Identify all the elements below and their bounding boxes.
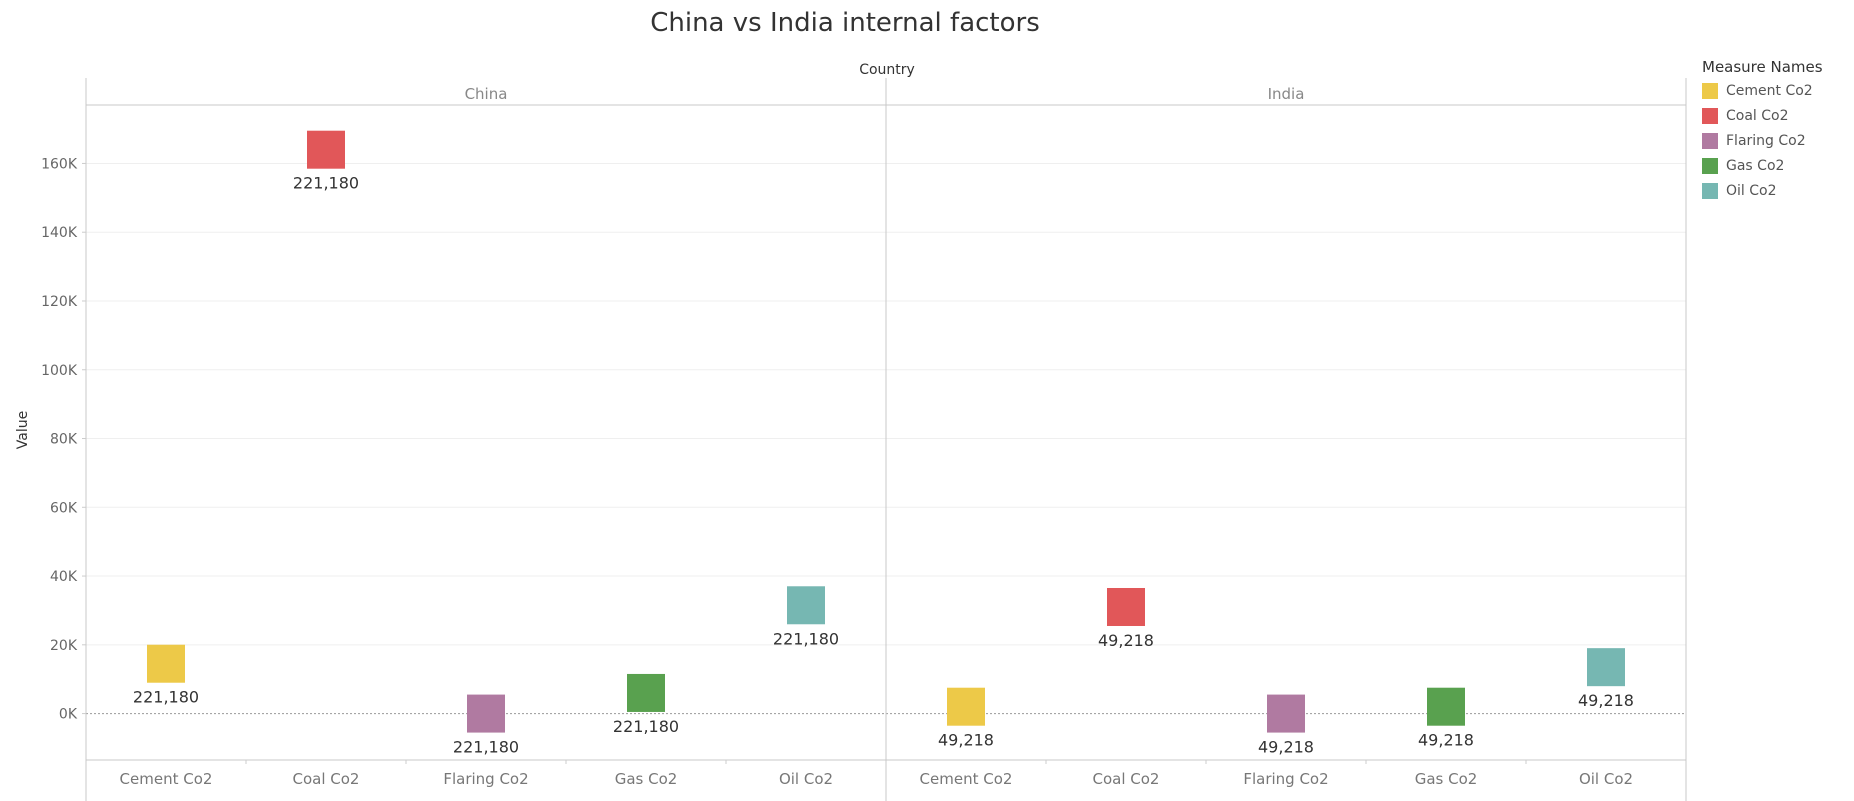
mark-china-cement-co2[interactable] bbox=[147, 644, 185, 683]
data-label: 221,180 bbox=[133, 688, 199, 707]
legend-swatch bbox=[1702, 157, 1718, 174]
x-tick-label: Flaring Co2 bbox=[443, 770, 528, 788]
mark-china-gas-co2[interactable] bbox=[627, 673, 665, 712]
data-label: 221,180 bbox=[453, 738, 519, 757]
legend-swatch bbox=[1702, 82, 1718, 99]
x-tick-label: Coal Co2 bbox=[1093, 770, 1160, 788]
legend-item-flaring-co2[interactable]: Flaring Co2 bbox=[1702, 128, 1823, 153]
legend-item-cement-co2[interactable]: Cement Co2 bbox=[1702, 78, 1823, 103]
y-tick-label: 80K bbox=[50, 432, 78, 448]
data-label: 49,218 bbox=[1098, 631, 1154, 650]
column-header: Country bbox=[859, 62, 915, 78]
legend-swatch bbox=[1702, 182, 1718, 199]
legend-item-oil-co2[interactable]: Oil Co2 bbox=[1702, 178, 1823, 203]
legend-label: Oil Co2 bbox=[1726, 182, 1777, 199]
mark-india-gas-co2[interactable] bbox=[1427, 687, 1465, 726]
legend: Measure Names Cement Co2 Coal Co2 Flaring … bbox=[1702, 58, 1823, 203]
panel-header-china: China bbox=[465, 85, 508, 103]
data-label: 49,218 bbox=[1578, 691, 1634, 710]
y-tick-label: 100K bbox=[41, 363, 78, 379]
x-tick-label: Oil Co2 bbox=[779, 770, 833, 788]
legend-label: Flaring Co2 bbox=[1726, 132, 1806, 149]
y-tick-label: 0K bbox=[59, 707, 78, 723]
mark-india-coal-co2[interactable] bbox=[1107, 587, 1145, 626]
chart-plot: Country Value 0K 20K 40K 60K 80K 100K 120K 140K… bbox=[15, 62, 1687, 801]
data-label: 221,180 bbox=[613, 717, 679, 736]
data-label: 49,218 bbox=[1258, 738, 1314, 757]
mark-china-oil-co2[interactable] bbox=[787, 586, 825, 625]
y-tick-label: 60K bbox=[50, 500, 78, 516]
legend-label: Cement Co2 bbox=[1726, 82, 1813, 99]
y-tick-label: 120K bbox=[41, 294, 78, 310]
y-tick-label: 20K bbox=[50, 638, 78, 654]
x-tick-label: Cement Co2 bbox=[920, 770, 1013, 788]
y-axis-label: Value bbox=[15, 411, 31, 449]
x-tick-label: Cement Co2 bbox=[120, 770, 213, 788]
y-tick-label: 140K bbox=[41, 225, 78, 241]
y-tick-label: 40K bbox=[50, 569, 78, 585]
panel-header-india: India bbox=[1268, 85, 1305, 103]
x-tick-label: Coal Co2 bbox=[293, 770, 360, 788]
y-tick-label: 160K bbox=[41, 156, 78, 172]
mark-china-coal-co2[interactable] bbox=[307, 130, 345, 169]
x-tick-label: Gas Co2 bbox=[1415, 770, 1478, 788]
x-tick-label: Flaring Co2 bbox=[1243, 770, 1328, 788]
chart-title: China vs India internal factors bbox=[650, 8, 1040, 38]
mark-india-cement-co2[interactable] bbox=[947, 687, 985, 726]
data-label: 221,180 bbox=[773, 629, 839, 648]
legend-label: Gas Co2 bbox=[1726, 157, 1785, 174]
legend-label: Coal Co2 bbox=[1726, 107, 1789, 124]
mark-india-flaring-co2[interactable] bbox=[1267, 694, 1305, 733]
legend-item-coal-co2[interactable]: Coal Co2 bbox=[1702, 103, 1823, 128]
legend-item-gas-co2[interactable]: Gas Co2 bbox=[1702, 153, 1823, 178]
mark-india-oil-co2[interactable] bbox=[1587, 648, 1625, 687]
data-label: 49,218 bbox=[938, 731, 994, 750]
legend-title: Measure Names bbox=[1702, 58, 1823, 76]
legend-swatch bbox=[1702, 107, 1718, 124]
legend-swatch bbox=[1702, 132, 1718, 149]
mark-china-flaring-co2[interactable] bbox=[467, 694, 505, 733]
x-tick-label: Oil Co2 bbox=[1579, 770, 1633, 788]
data-label: 49,218 bbox=[1418, 731, 1474, 750]
data-label: 221,180 bbox=[293, 174, 359, 193]
x-tick-label: Gas Co2 bbox=[615, 770, 678, 788]
